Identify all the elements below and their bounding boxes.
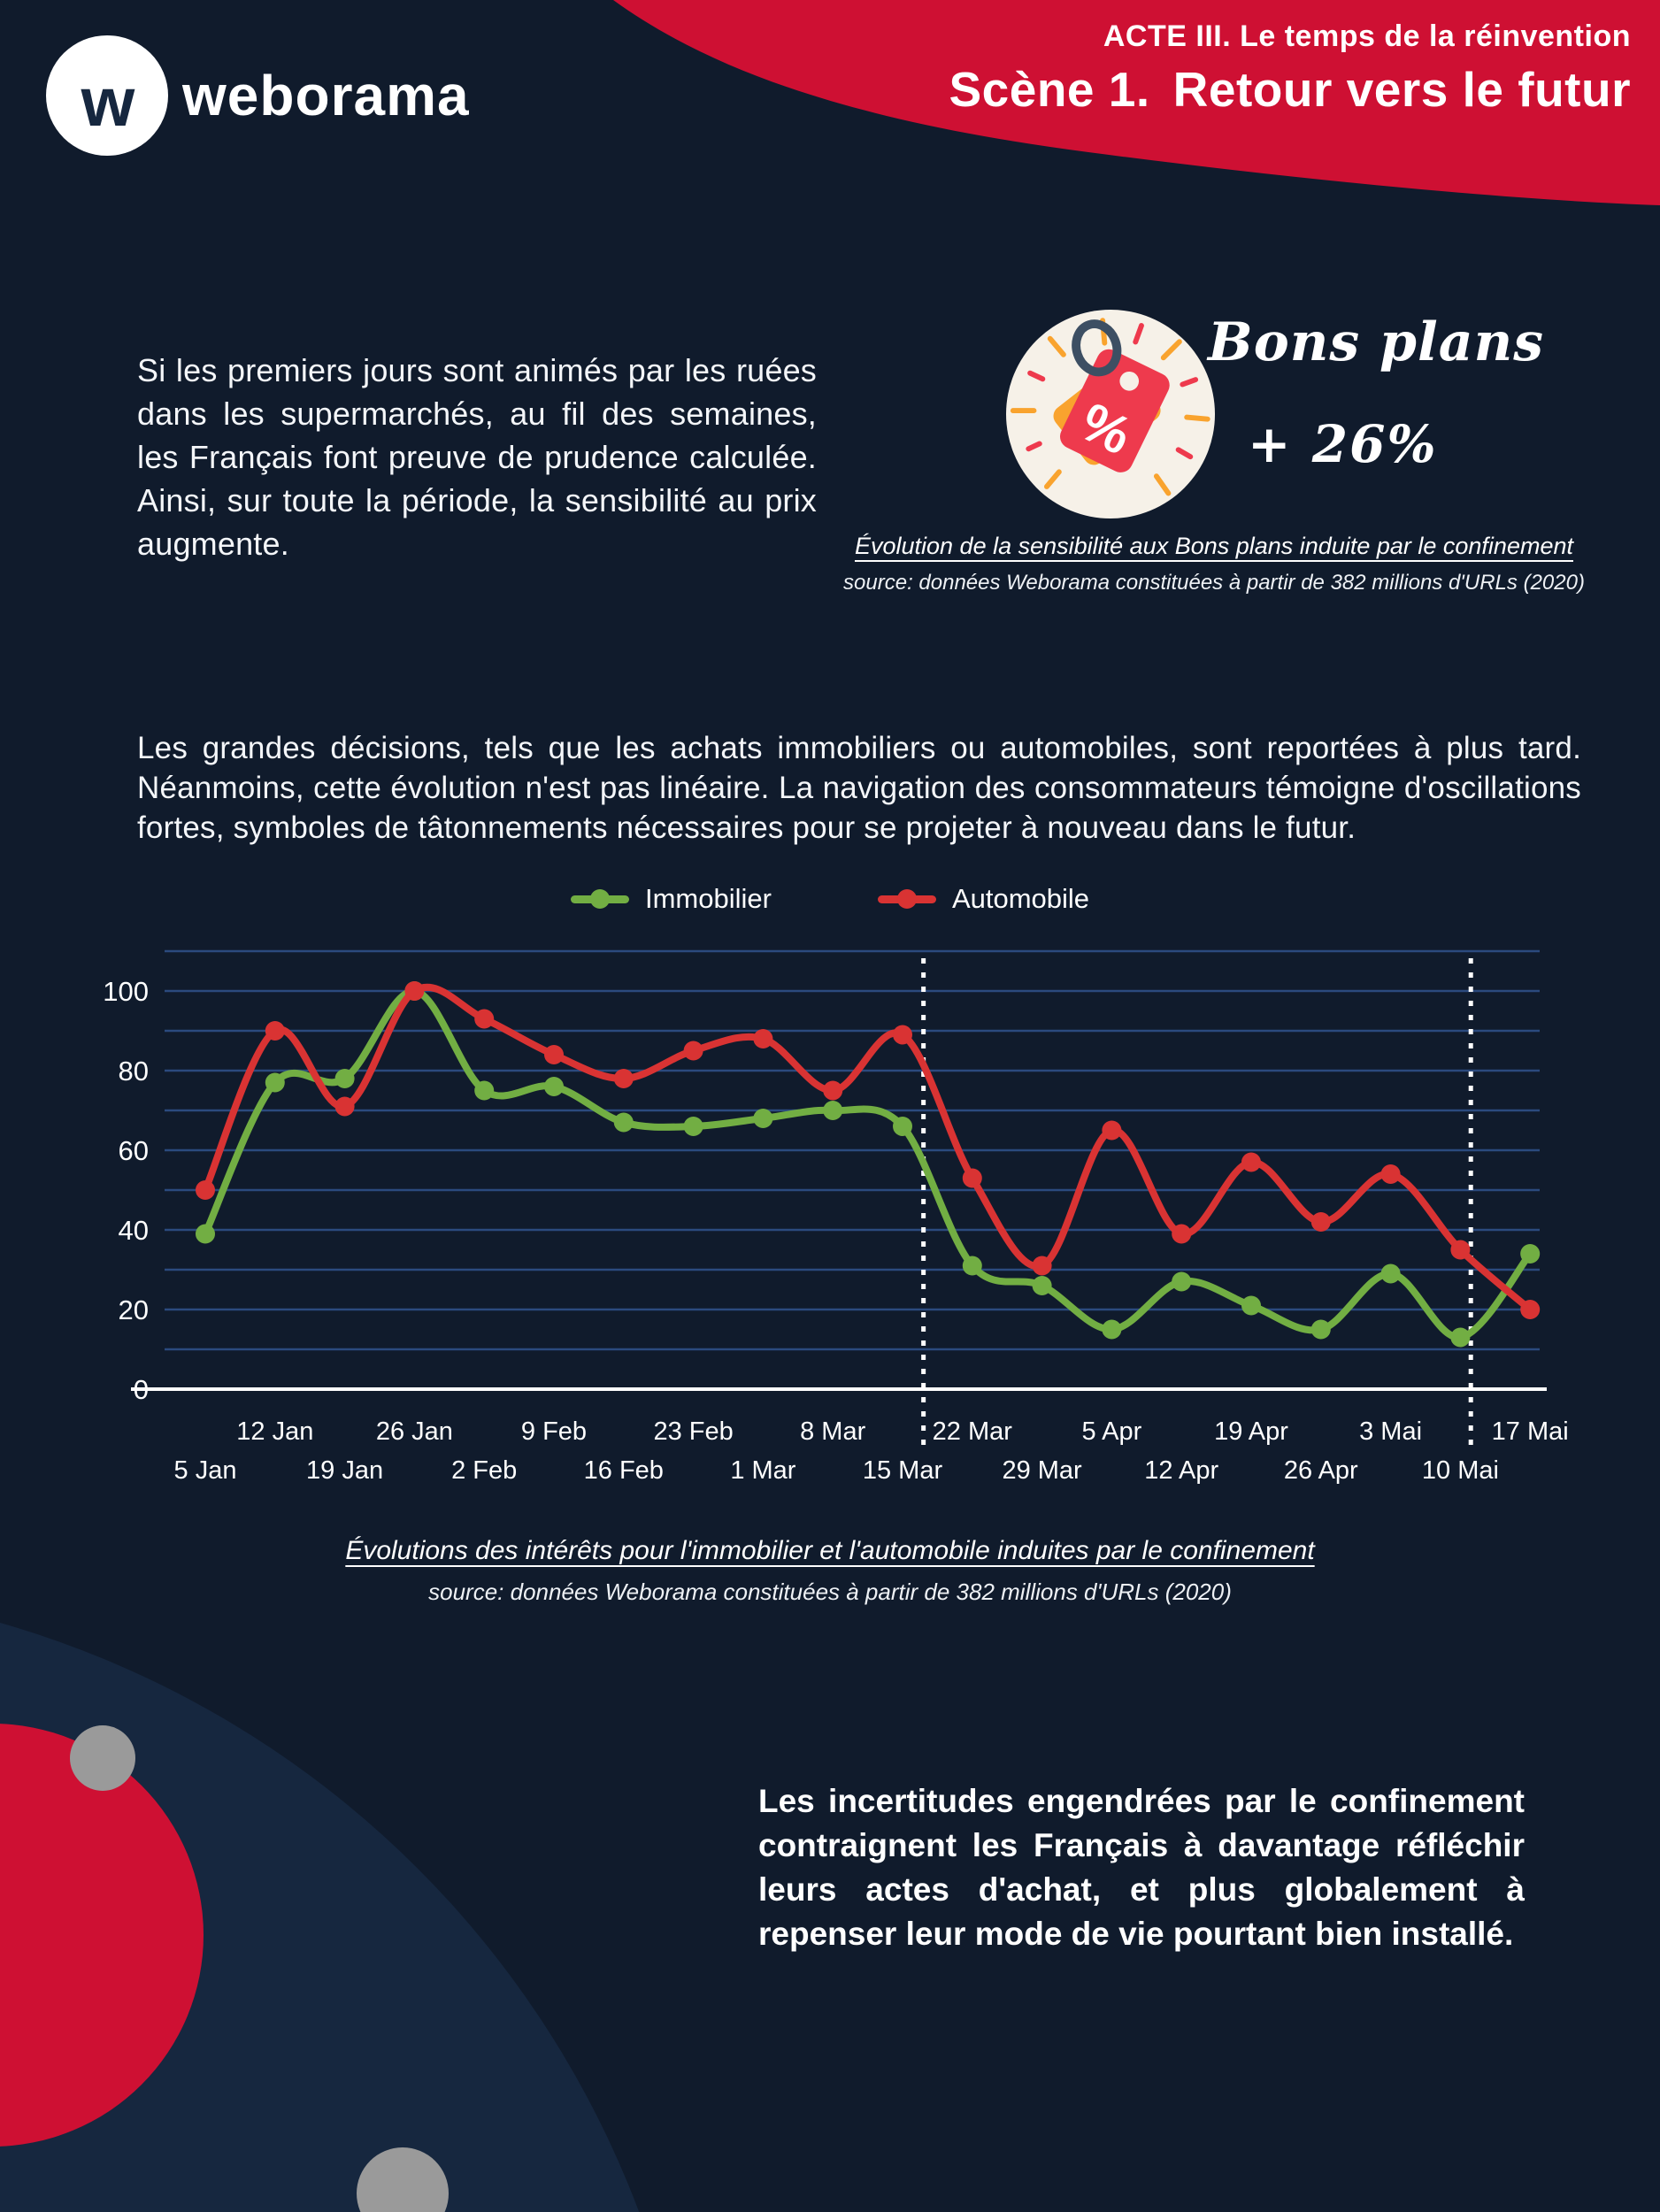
legend-swatch-icon [570,888,629,909]
legend-swatch-icon [877,888,936,909]
svg-text:12 Apr: 12 Apr [1144,1456,1218,1485]
svg-text:100: 100 [103,976,149,1007]
tag-rope-icon [1072,319,1122,377]
svg-text:19 Jan: 19 Jan [306,1456,383,1485]
svg-text:2 Feb: 2 Feb [451,1456,517,1485]
caption-text: Évolution de la sensibilité aux Bons pla… [854,533,1573,559]
svg-text:3 Mai: 3 Mai [1359,1417,1422,1446]
caption-text: Évolutions des intérêts pour l'immobilie… [345,1536,1315,1565]
legend-label: Automobile [951,883,1090,914]
svg-text:22 Mar: 22 Mar [933,1417,1013,1446]
bons-plans-value: + 26% [1248,414,1438,474]
caption-source: source: données Weborama constituées à p… [843,571,1585,595]
svg-text:9 Feb: 9 Feb [521,1417,587,1446]
caption-source: source: données Weborama constituées à p… [428,1578,1232,1605]
svg-text:23 Feb: 23 Feb [653,1417,733,1446]
analysis-paragraph: Les grandes décisions, tels que les acha… [137,731,1581,845]
svg-text:29 Mar: 29 Mar [1002,1456,1082,1485]
svg-text:0: 0 [134,1374,149,1405]
svg-text:5 Apr: 5 Apr [1082,1417,1142,1446]
svg-text:60: 60 [119,1135,149,1166]
scene-title: Scène 1. Retour vers le futur [949,61,1631,118]
scene-number: Scène 1. [949,62,1150,117]
line-chart: 0 20 40 60 80 100 5 Jan 12 Jan 19 Jan 26 Jan 2 Feb… [78,933,1582,1540]
svg-text:10 Mai: 10 Mai [1422,1456,1499,1485]
legend-item-immobilier: Immobilier [570,883,772,915]
svg-text:15 Mar: 15 Mar [863,1456,943,1485]
svg-text:80: 80 [119,1056,149,1087]
svg-text:26 Apr: 26 Apr [1284,1456,1358,1485]
chart-caption: Évolutions des intérêts pour l'immobilie… [78,1536,1582,1606]
svg-text:8 Mar: 8 Mar [800,1417,865,1446]
logo-wordmark: weborama [182,64,470,127]
scene-name: Retour vers le futur [1172,62,1631,117]
conclusion-paragraph: Les incertitudes engendrées par le confi… [758,1783,1525,1952]
legend-item-automobile: Automobile [877,883,1090,915]
intro-paragraph: Si les premiers jours sont animés par le… [137,352,817,562]
svg-text:1 Mar: 1 Mar [730,1456,795,1485]
act-title: ACTE III. Le temps de la réinvention [1103,19,1631,53]
svg-text:12 Jan: 12 Jan [236,1417,313,1446]
weborama-logo: w weborama [46,35,470,156]
chart-svg: 0 20 40 60 80 100 5 Jan 12 Jan 19 Jan 26 Jan 2 Feb… [103,949,1569,1485]
header-banner-shape [613,0,1660,205]
svg-text:17 Mai: 17 Mai [1492,1417,1569,1446]
bons-plans-caption: Évolution de la sensibilité aux Bons pla… [816,533,1612,595]
chart-legend: Immobilier Automobile [78,883,1582,915]
banner-titles: ACTE III. Le temps de la réinvention Scè… [949,19,1631,118]
svg-text:16 Feb: 16 Feb [584,1456,664,1485]
logo-w-glyph: w [81,63,135,141]
svg-text:19 Apr: 19 Apr [1214,1417,1288,1446]
discount-tags-icon: % [1010,318,1210,496]
weborama-logo-icon: w [46,35,168,156]
svg-text:5 Jan: 5 Jan [174,1456,237,1485]
legend-label: Immobilier [644,883,772,914]
gray-circle-small [70,1725,135,1791]
bons-plans-title: Bons plans [1208,311,1545,373]
svg-text:20: 20 [119,1294,149,1325]
svg-text:26 Jan: 26 Jan [376,1417,453,1446]
svg-text:40: 40 [119,1215,149,1246]
red-tag-icon: % [1059,349,1170,472]
bons-plans-badge: % [1006,310,1215,518]
